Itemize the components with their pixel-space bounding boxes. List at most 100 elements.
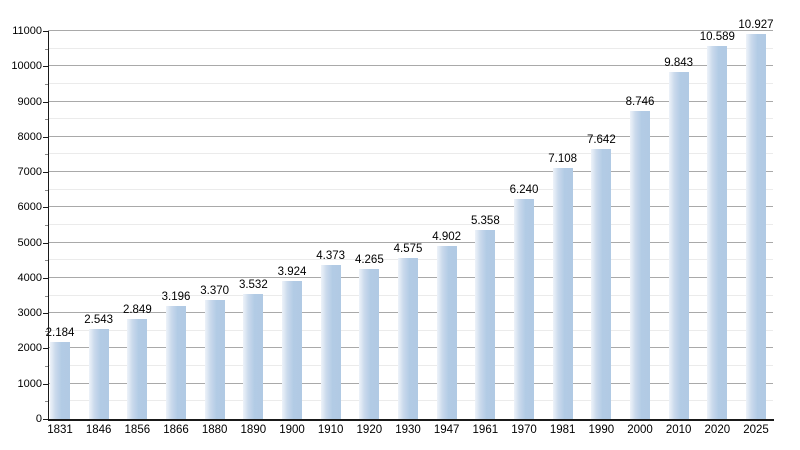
y-minor-tick: [45, 83, 48, 85]
bar-1846: [88, 329, 109, 419]
y-major-tick: [43, 101, 48, 103]
y-major-tick: [43, 348, 48, 350]
bar-1930: [398, 257, 418, 419]
y-tick-label: 4000: [17, 271, 42, 284]
x-tick-label: 1880: [201, 424, 228, 436]
y-axis-line: [48, 31, 49, 420]
gridline-minor: [48, 47, 773, 49]
x-tick-label: 1846: [85, 424, 112, 436]
gridline-minor: [48, 224, 773, 225]
y-major-tick: [43, 66, 48, 68]
y-tick-label: 9000: [17, 95, 42, 108]
gridline-major: [48, 65, 773, 67]
x-tick-label: 2025: [743, 424, 769, 436]
bar-value-label: 6.240: [509, 183, 539, 196]
x-tick-label: 1970: [511, 424, 537, 436]
bar-value-label: 2.849: [122, 303, 152, 316]
y-minor-tick: [45, 48, 48, 50]
bar-1990: [591, 149, 612, 419]
bar-1910: [320, 264, 341, 419]
bar-1890: [243, 294, 264, 419]
gridline-major: [48, 241, 773, 243]
bar-1866: [166, 306, 186, 419]
bar-value-label: 2.543: [84, 314, 114, 327]
y-minor-tick: [45, 366, 48, 368]
bar-1970: [514, 198, 534, 419]
x-tick-label: 1930: [395, 424, 421, 436]
y-major-tick: [43, 242, 48, 244]
x-tick-label: 1990: [588, 424, 615, 436]
y-tick-label: 10000: [11, 60, 42, 73]
y-major-tick: [43, 313, 48, 315]
bar-value-label: 7.108: [548, 153, 578, 166]
x-tick-label: 1900: [279, 424, 305, 436]
x-tick-label: 1920: [356, 424, 383, 436]
bar-1981: [552, 168, 573, 419]
bar-1900: [282, 280, 302, 419]
y-minor-tick: [45, 401, 48, 403]
plot-area: 2.184 2.543 2.849 3.196 3.370 3.532 3.924 4.373…: [45, 19, 774, 419]
gridline-minor: [48, 82, 773, 84]
y-major-tick: [43, 207, 48, 209]
bar-1856: [127, 318, 148, 419]
gridline-major: [48, 100, 773, 102]
gridline-major: [48, 135, 773, 137]
y-major-tick: [43, 419, 48, 420]
bar-1831: [50, 341, 70, 419]
x-tick-label: 1910: [317, 424, 344, 436]
y-tick-label: 5000: [17, 236, 42, 249]
y-tick-label: 7000: [17, 166, 42, 179]
y-major-tick: [43, 383, 48, 385]
y-major-tick: [43, 277, 48, 279]
bar-value-label: 3.532: [238, 279, 268, 292]
x-axis-line: [48, 419, 774, 421]
x-tick-label: 1981: [549, 424, 576, 436]
y-tick-label: 3000: [17, 307, 42, 320]
bar-2010: [668, 71, 689, 419]
bar-value-label: 8.746: [625, 95, 655, 108]
gridline-major: [48, 30, 773, 31]
x-tick-label: 1856: [124, 424, 151, 436]
x-tick-label: 1961: [472, 424, 499, 436]
y-minor-tick: [45, 119, 48, 121]
bar-value-label: 3.370: [200, 285, 230, 298]
bar-value-label: 10.589: [699, 30, 735, 43]
y-tick-label: 1000: [17, 377, 42, 390]
y-major-tick: [43, 172, 48, 174]
bar-value-label: 10.927: [738, 18, 774, 31]
bar-2020: [707, 45, 728, 419]
x-tick-label: 1866: [163, 424, 189, 436]
bar-value-label: 3.196: [161, 291, 191, 304]
x-tick-label: 2010: [665, 424, 692, 436]
bar-1961: [475, 230, 496, 419]
bar-value-label: 4.373: [316, 249, 346, 262]
bar-1920: [359, 268, 380, 419]
y-tick-label: 2000: [17, 342, 42, 355]
x-tick-label: 1831: [47, 424, 73, 436]
bar-value-label: 9.843: [664, 56, 694, 69]
x-tick-label: 1947: [433, 424, 460, 436]
y-minor-tick: [45, 225, 48, 226]
bar-value-label: 4.265: [354, 253, 384, 266]
x-tick-label: 2000: [627, 424, 653, 436]
bar-value-label: 5.358: [470, 215, 500, 228]
gridline-minor: [48, 188, 773, 190]
y-axis-labels: 0 1000 2000 3000 4000 5000 6000 7000 8000 9000 100…: [0, 0, 42, 450]
y-minor-tick: [45, 295, 48, 297]
y-minor-tick: [45, 260, 48, 262]
bar-2000: [630, 110, 650, 419]
bar-value-label: 4.575: [393, 242, 423, 255]
bar-value-label: 2.184: [45, 326, 75, 339]
y-tick-label: 11000: [12, 25, 42, 37]
y-minor-tick: [45, 154, 48, 156]
y-tick-label: 0: [35, 413, 42, 425]
y-minor-tick: [45, 189, 48, 191]
bar-1947: [436, 246, 457, 419]
y-major-tick: [43, 136, 48, 138]
bar-1880: [204, 300, 225, 419]
y-tick-label: 8000: [17, 130, 42, 143]
gridline-minor: [48, 118, 773, 120]
y-minor-tick: [45, 330, 48, 332]
bar-2025: [746, 33, 766, 419]
